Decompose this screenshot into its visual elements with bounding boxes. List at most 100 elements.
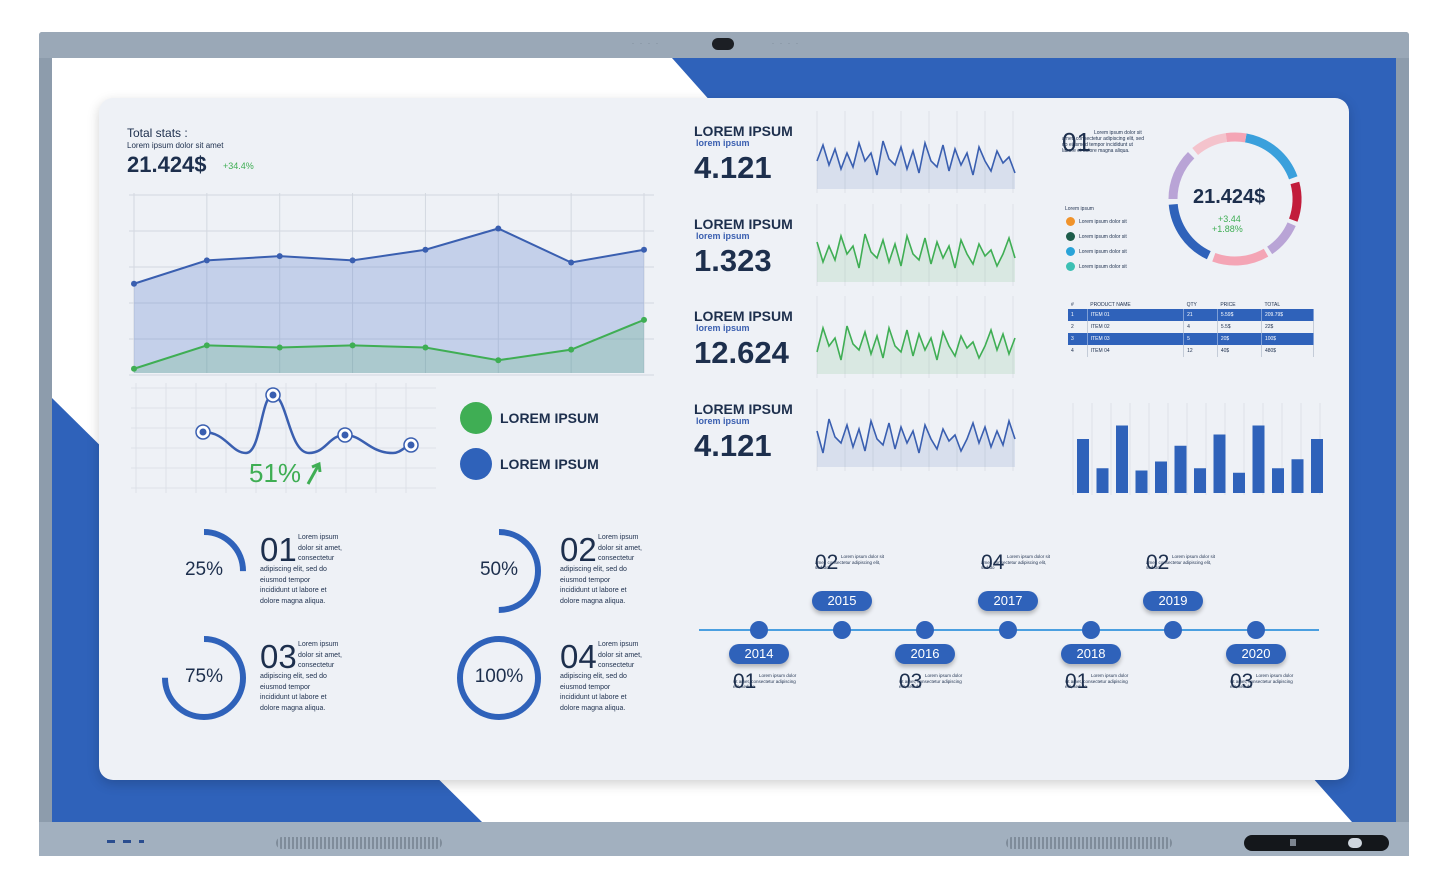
mini-stat-value: 4.121 bbox=[694, 150, 772, 185]
progress-text: adipiscing elit, sed do bbox=[260, 673, 327, 680]
donut-number: 01 bbox=[1062, 127, 1091, 157]
bar bbox=[1116, 425, 1128, 493]
mini-stat-title: LOREM IPSUM bbox=[694, 400, 793, 417]
donut-segment bbox=[1267, 222, 1296, 255]
donut-segment bbox=[1212, 248, 1269, 266]
area-fill bbox=[134, 228, 644, 373]
bar bbox=[1213, 434, 1226, 493]
timeline-dot[interactable] bbox=[999, 621, 1017, 639]
timeline-dot[interactable] bbox=[833, 621, 851, 639]
table-header: # bbox=[1071, 302, 1074, 308]
donut-legend-label: Lorem ipsum dolor sit bbox=[1079, 234, 1127, 240]
table-cell: 12 bbox=[1183, 345, 1218, 357]
table-cell: 21 bbox=[1183, 309, 1218, 321]
sparkline-line bbox=[816, 232, 1016, 268]
donut-chart bbox=[1168, 132, 1302, 266]
progress-text: dolore magna aliqua. bbox=[560, 704, 626, 712]
progress-text: dolor sit amet, bbox=[298, 544, 342, 552]
progress-percent: 75% bbox=[184, 666, 224, 687]
mini-stat-value: 4.121 bbox=[694, 427, 772, 463]
total-stats-subtitle: Lorem ipsum dolor sit amet bbox=[127, 141, 224, 150]
data-point bbox=[568, 259, 575, 266]
bar bbox=[1233, 472, 1245, 493]
bar bbox=[1252, 425, 1265, 493]
speaker-grill bbox=[1006, 837, 1172, 849]
progress-text: eiusmod tempor bbox=[560, 683, 611, 691]
legend-dot bbox=[1066, 247, 1075, 256]
mini-sparkline bbox=[816, 296, 1016, 378]
table-cell: 3 bbox=[1068, 333, 1088, 345]
timeline-text: Lorem ipsum dolor sit amet, consectetur … bbox=[899, 673, 963, 689]
bar bbox=[1291, 459, 1304, 493]
timeline-dot[interactable] bbox=[750, 621, 768, 639]
data-point bbox=[641, 246, 647, 253]
wave-chart bbox=[131, 383, 436, 493]
legend-label: LOREM IPSUM bbox=[500, 410, 599, 426]
donut-legend-title: Lorem ipsum bbox=[1065, 206, 1094, 212]
progress-percent: 50% bbox=[479, 559, 519, 580]
timeline-year[interactable]: 2015 bbox=[812, 591, 872, 611]
timeline-year[interactable]: 2019 bbox=[1143, 591, 1203, 611]
progress-text: dolor sit amet, bbox=[298, 651, 342, 659]
progress-text: dolor sit amet, bbox=[598, 544, 642, 552]
legend-dot bbox=[1066, 217, 1075, 226]
progress-text: consectetur bbox=[298, 555, 335, 562]
donut-legend-label: Lorem ipsum dolor sit bbox=[1079, 264, 1127, 270]
data-point bbox=[203, 342, 210, 349]
timeline-number: 03 bbox=[1230, 670, 1254, 693]
progress-text: incididunt ut labore et bbox=[560, 694, 627, 701]
bar bbox=[1272, 468, 1284, 493]
indicator-light bbox=[123, 840, 131, 843]
button-icon[interactable] bbox=[1290, 839, 1296, 846]
data-point bbox=[495, 225, 502, 232]
timeline-text: Lorem ipsum dolor sit amet, consectetur … bbox=[815, 554, 885, 570]
timeline-text: Lorem ipsum dolor sit amet, consectetur … bbox=[981, 554, 1051, 570]
power-icon[interactable] bbox=[1348, 838, 1362, 848]
bar bbox=[1135, 470, 1148, 493]
timeline-dot[interactable] bbox=[1247, 621, 1265, 639]
bar bbox=[1155, 461, 1167, 493]
progress-text: Lorem ipsum bbox=[598, 534, 639, 541]
timeline-year[interactable]: 2020 bbox=[1226, 644, 1286, 664]
progress-arc bbox=[457, 636, 541, 720]
progress-text: eiusmod tempor bbox=[260, 683, 311, 691]
table-header: PRODUCT NAME bbox=[1090, 302, 1131, 308]
legend-label: LOREM IPSUM bbox=[500, 456, 599, 472]
data-point bbox=[568, 346, 575, 353]
table-cell: 20$ bbox=[1217, 333, 1262, 345]
area-fill bbox=[134, 319, 644, 373]
wave-line bbox=[202, 393, 412, 455]
timeline-year[interactable]: 2018 bbox=[1061, 644, 1121, 664]
timeline-dot[interactable] bbox=[1164, 621, 1182, 639]
progress-text: eiusmod tempor bbox=[260, 576, 311, 584]
progress-ring bbox=[162, 529, 246, 613]
table-header: TOTAL bbox=[1264, 302, 1281, 308]
timeline-dot[interactable] bbox=[916, 621, 934, 639]
progress-number: 04 bbox=[560, 638, 597, 675]
bar-chart bbox=[1072, 403, 1323, 495]
timeline-year[interactable]: 2017 bbox=[978, 591, 1038, 611]
table-cell: 40$ bbox=[1217, 345, 1262, 357]
progress-percent: 25% bbox=[184, 559, 224, 580]
area-chart bbox=[129, 193, 654, 376]
progress-text: dolore magna aliqua. bbox=[260, 704, 326, 712]
product-table: # PRODUCT NAME QTY PRICE TOTAL 1 ITEM 01 21 5.59… bbox=[1068, 301, 1315, 357]
wave-point-core bbox=[269, 391, 277, 399]
mini-stat-subtitle: lorem ipsum bbox=[696, 415, 750, 426]
timeline-text: Lorem ipsum dolor sit amet, consectetur … bbox=[1230, 673, 1294, 689]
display-bottom-bezel bbox=[39, 822, 1409, 856]
bar bbox=[1311, 439, 1323, 493]
timeline-year[interactable]: 2016 bbox=[895, 644, 955, 664]
table-header: QTY bbox=[1186, 302, 1197, 308]
timeline-dot[interactable] bbox=[1082, 621, 1100, 639]
data-point bbox=[422, 344, 429, 351]
control-bar[interactable] bbox=[1244, 835, 1389, 851]
table-cell: 100$ bbox=[1261, 333, 1315, 345]
data-point bbox=[495, 357, 502, 364]
table-cell: 209.79$ bbox=[1261, 309, 1315, 321]
progress-text: Lorem ipsum bbox=[298, 641, 339, 648]
progress-text: incididunt ut labore et bbox=[260, 587, 327, 594]
donut-text: Lorem ipsum dolor sit amet, consectetur … bbox=[1062, 130, 1144, 154]
timeline-year[interactable]: 2014 bbox=[729, 644, 789, 664]
progress-text: dolore magna aliqua. bbox=[260, 597, 326, 605]
